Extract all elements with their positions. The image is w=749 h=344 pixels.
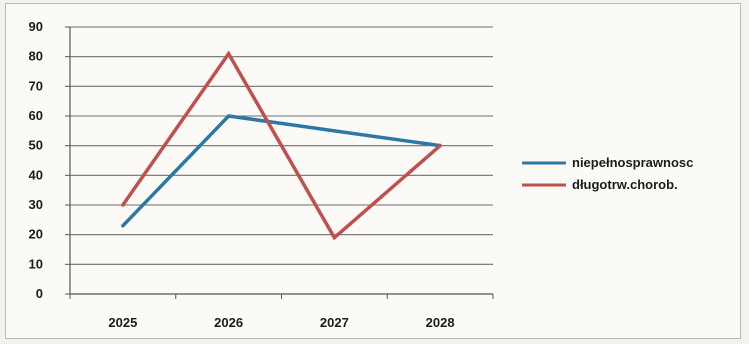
y-tick-label: 60	[29, 108, 43, 123]
y-tick-label: 50	[29, 138, 43, 153]
y-tick-label: 30	[29, 197, 43, 212]
legend-label: długotrw.chorob.	[572, 177, 678, 192]
y-tick-label: 70	[29, 78, 43, 93]
x-tick-label: 2026	[214, 315, 243, 330]
chart-frame	[5, 3, 741, 339]
y-tick-label: 10	[29, 256, 43, 271]
y-tick-label: 20	[29, 227, 43, 242]
series-line-0	[121, 114, 442, 228]
y-tick-label: 80	[29, 49, 43, 64]
data-point	[438, 144, 442, 148]
data-point	[121, 203, 125, 207]
x-tick-label: 2028	[426, 315, 455, 330]
x-tick-label: 2027	[320, 315, 349, 330]
x-axis-ticks: 2025 2026 2027 2028	[69, 294, 494, 330]
legend: niepełnosprawnosc długotrw.chorob.	[522, 155, 693, 192]
series-line-1	[121, 50, 442, 241]
y-tick-label: 0	[36, 286, 43, 301]
grid-lines	[70, 26, 493, 265]
y-axis-ticks: 0 10 20 30 40 50 60 70 80 90	[29, 19, 70, 301]
y-tick-label: 90	[29, 19, 43, 34]
axes	[69, 27, 493, 295]
data-point	[332, 129, 336, 133]
x-tick-label: 2025	[108, 315, 137, 330]
data-point	[332, 236, 336, 240]
data-point	[227, 114, 231, 118]
series-lines	[121, 50, 442, 241]
data-point	[121, 224, 125, 228]
legend-label: niepełnosprawnosc	[572, 155, 693, 170]
data-point	[227, 52, 231, 56]
y-tick-label: 40	[29, 167, 43, 182]
